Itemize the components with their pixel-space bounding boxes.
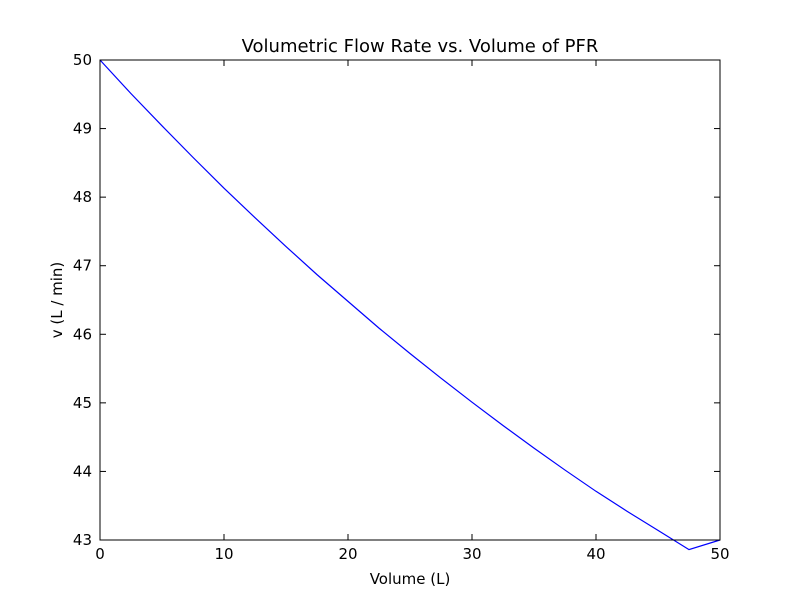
x-axis-label: Volume (L): [370, 570, 451, 588]
y-tick-label: 49: [73, 120, 92, 138]
y-tick-label: 50: [73, 51, 92, 69]
y-axis-label: v (L / min): [48, 262, 66, 339]
plot-area: 0 10 20 30 40 50 43 44 45 46 47 48 49 50: [73, 51, 730, 563]
chart-title: Volumetric Flow Rate vs. Volume of PFR: [242, 36, 599, 57]
series-line-0: [99, 59, 721, 551]
y-tick-label: 48: [73, 188, 92, 206]
x-tick-label: 10: [214, 545, 233, 563]
x-tick-label: 50: [710, 545, 729, 563]
y-tick-label: 45: [73, 394, 92, 412]
x-tick-label: 40: [586, 545, 605, 563]
x-tick-label: 0: [95, 545, 105, 563]
y-tick-label: 46: [73, 325, 92, 343]
plot-frame: [99, 59, 721, 541]
y-tick-label: 44: [73, 462, 92, 480]
x-tick-label: 20: [338, 545, 357, 563]
y-tick-label: 47: [73, 257, 92, 275]
y-tick-label: 43: [73, 531, 92, 549]
x-tick-label: 30: [462, 545, 481, 563]
